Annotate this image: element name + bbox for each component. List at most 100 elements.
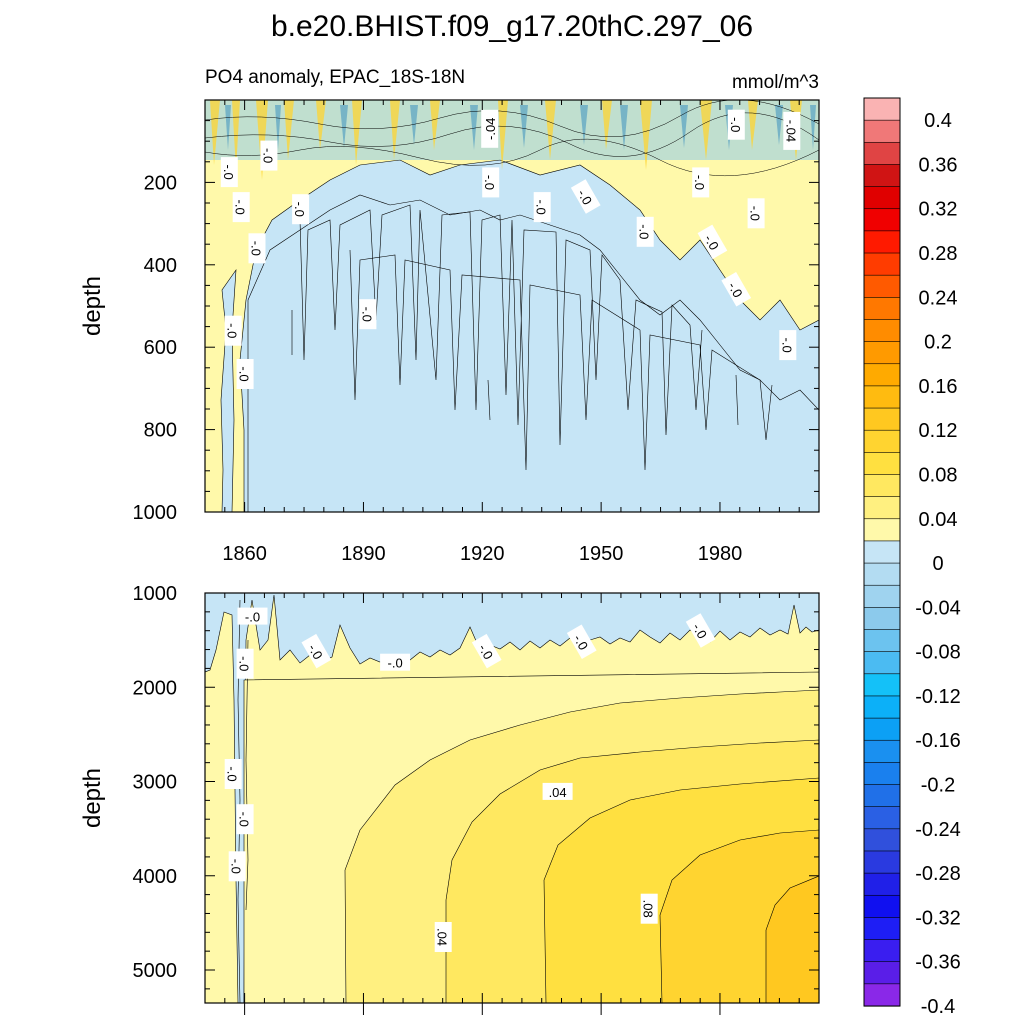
contour-label-text: -.0 [689,621,710,642]
contour-label-box [471,633,502,669]
lower-negative-top-band [205,593,819,1003]
colorbar-label: -0.04 [915,597,961,619]
contour-label: -.0 [260,140,278,171]
colorbar-swatch [863,208,901,232]
contour-label-box [640,893,658,924]
contour-label: -.0 [697,224,728,260]
contour-label-text: .04 [549,785,567,800]
contour-label-text: -.0 [748,206,763,221]
colorbar-swatch [863,695,901,719]
colorbar-swatch [863,762,901,786]
contour-label-box [685,613,716,648]
colorbar-swatch [863,341,901,365]
colorbar-swatch [863,584,901,608]
lower-contour-labels: -.0 -.0 -.0 -.0 -.0 -.0 -.0 -.0 -.0 -.0 .04 .04 .08 [224,607,716,952]
lower-level-5 [765,875,819,1003]
contour-label: -.0 [224,759,242,789]
contour-label-box [224,759,242,789]
contour-label: -.0 [727,109,745,140]
contour-label: -.0 [721,272,752,307]
colorbar-label: -0.32 [915,907,961,929]
colorbar-label: -0.4 [921,996,955,1018]
contour-label-box [248,233,266,264]
colorbar-label: -0.12 [915,686,961,708]
y-tick-label: 600 [144,337,177,359]
contour-label-text: -.0 [225,766,240,781]
contour-label: -.04 [481,109,499,148]
colorbar-swatch [863,806,901,830]
upper-y-axis-label: depth [79,276,106,336]
contour-label-text: -.0 [245,610,260,625]
contour-label-box [237,607,268,625]
contour-label: .04 [542,782,573,800]
upper-plume-contour-1 [299,204,703,446]
contour-label: -.0 [692,167,710,198]
colorbar-label: -0.2 [921,775,955,797]
colorbar-label: 0.04 [919,509,958,531]
contour-label-text: -.0 [225,323,240,338]
colorbar-swatch [863,850,901,874]
y-tick-label: 5000 [133,960,178,982]
upper-negative-plumes [247,194,819,512]
x-tick-label: 1890 [341,543,386,565]
contour-label: -.0 [380,653,411,671]
contour-label-text: -.04 [783,120,798,142]
contour-label-text: -.0 [237,812,252,827]
colorbar-swatch [863,961,901,985]
colorbar-label: -0.36 [915,952,961,974]
y-tick-label: 2000 [133,677,178,699]
contour-label-text: -.0 [229,859,244,874]
contour-label: -.0 [636,216,654,247]
upper-plume-contour-2 [349,249,773,471]
contour-label: -.0 [224,315,242,346]
contour-label-text: -.0 [692,175,707,190]
figure-title: b.e20.BHIST.f09_g17.20thC.297_06 [271,10,753,43]
contour-label-box [783,111,801,150]
colorbar-swatch [863,717,901,741]
contour-label: -.0 [779,330,797,361]
colorbar-swatch [863,828,901,852]
colorbar-label: 0.28 [919,243,958,265]
contour-label-text: -.0 [249,241,264,256]
colorbar-label: 0 [932,553,943,575]
contour-label-text: -.0 [237,366,252,381]
contour-label-text: -.0 [571,632,592,653]
colorbar: 0.4 0.36 0.32 0.28 0.24 0.2 0.16 0.12 0.08 0.04 0 -… [863,97,961,1018]
contour-label-box [220,157,238,188]
contour-label: -.04 [783,111,801,150]
x-tick-label: 1950 [579,543,624,565]
colorbar-label: 0.2 [924,332,952,354]
contour-label-text: -.0 [305,641,326,662]
contour-label-box [380,653,411,671]
y-tick-label: 1000 [133,583,178,605]
colorbar-label: -0.28 [915,863,961,885]
x-tick-label: 1980 [698,543,743,565]
contour-label-text: .04 [435,928,450,946]
colorbar-swatch [863,141,901,166]
contour-label-text: .08 [641,900,656,918]
contour-label-text: -.0 [701,232,722,253]
contour-label-text: -.0 [725,279,746,300]
contour-label-text: -.0 [779,338,794,353]
colorbar-label: 0.36 [919,154,958,176]
contour-label: -.0 [533,192,551,223]
colorbar-label: 0.16 [919,376,958,398]
contour-label-text: -.0 [575,187,596,208]
contour-label: -.0 [359,299,377,330]
colorbar-swatch [863,540,901,564]
colorbar-swatch [863,496,901,520]
contour-label-box [721,272,752,307]
colorbar-swatch [863,629,901,653]
colorbar-swatch [863,230,901,254]
colorbar-swatch [863,119,901,143]
contour-label-box [779,330,797,361]
colorbar-swatch [863,452,901,476]
colorbar-swatch [863,274,901,298]
upper-plume-contour-3 [291,310,739,426]
colorbar-swatch [863,186,901,210]
colorbar-swatch [863,917,901,941]
contour-label-text: -.0 [728,117,743,132]
contour-label: -.0 [301,633,332,669]
colorbar-swatch [863,894,901,919]
